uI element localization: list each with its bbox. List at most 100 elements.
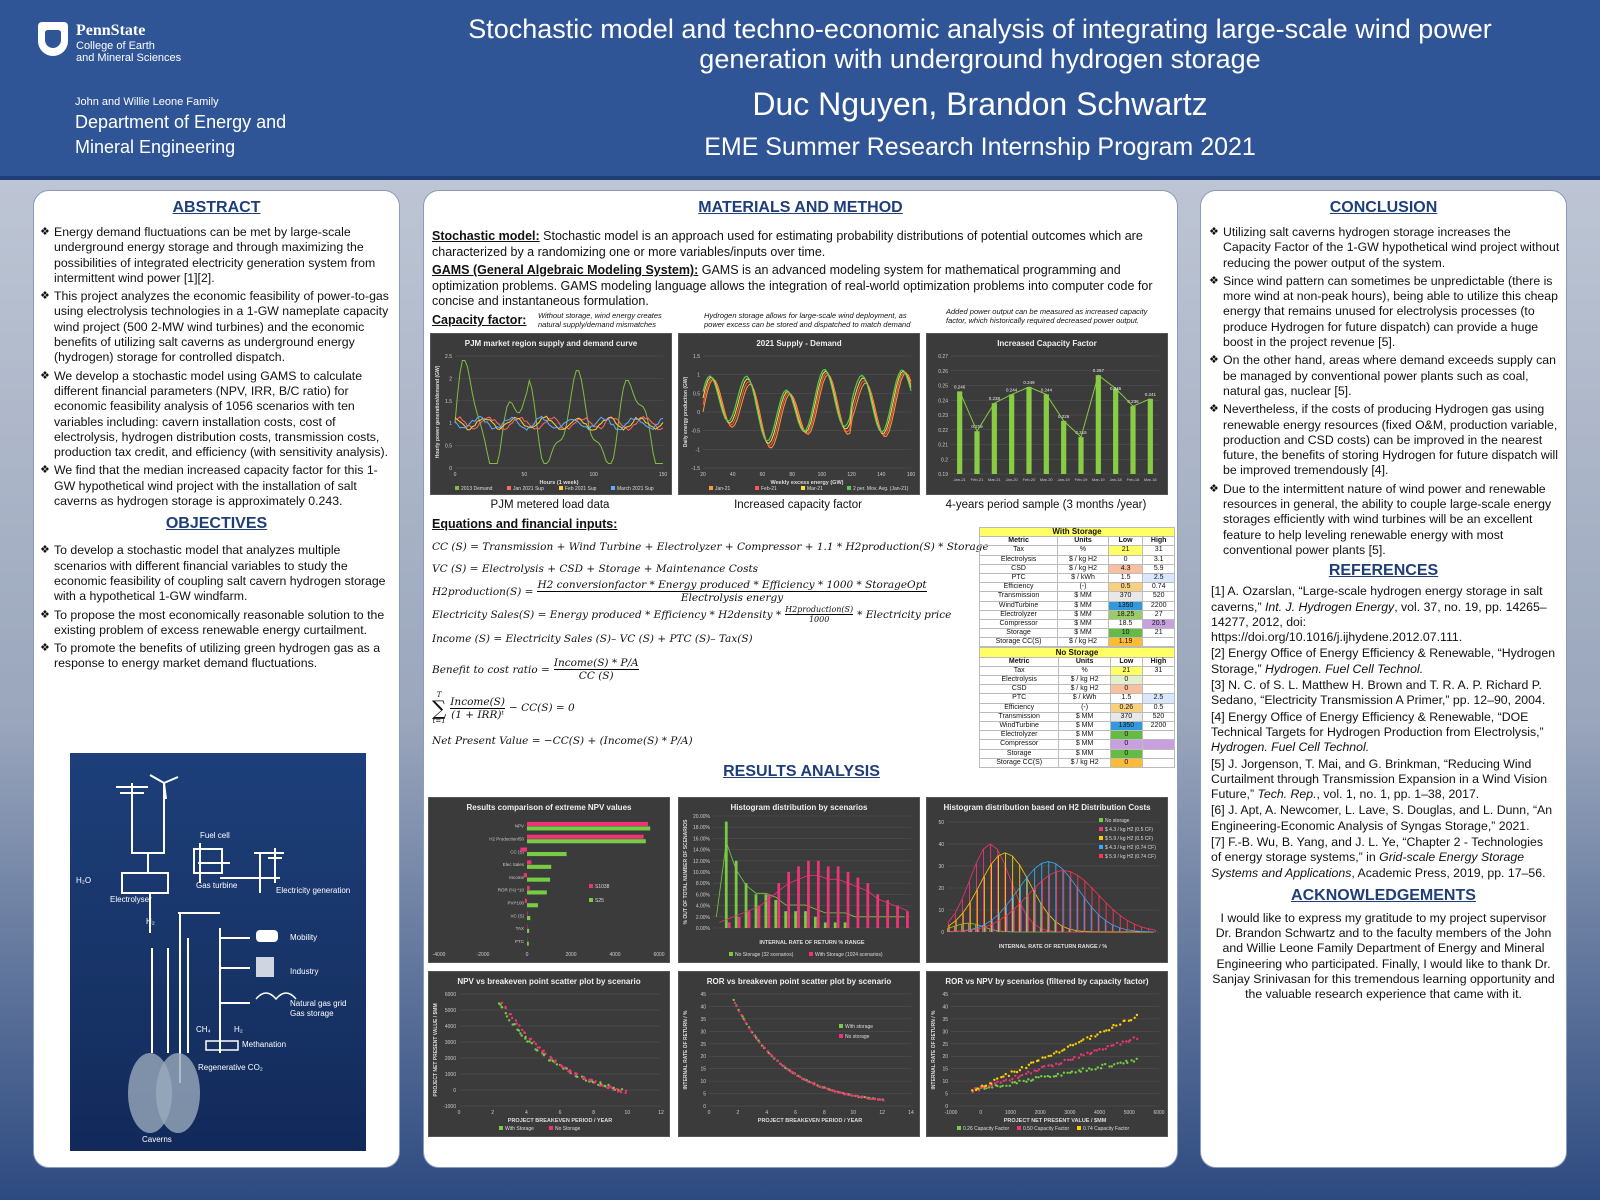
cf-label-wrap: Capacity factor: bbox=[432, 313, 526, 329]
bar bbox=[737, 916, 741, 928]
x-tick-label: 8 bbox=[592, 1110, 595, 1116]
y-tick-label: 2.00% bbox=[696, 915, 711, 921]
x-tick-label: 20 bbox=[700, 472, 706, 478]
equation-npv: Net Present Value = −CC(S) + (Income(S) … bbox=[432, 735, 693, 747]
legend-swatch bbox=[499, 1126, 503, 1130]
scatter-point bbox=[583, 1077, 587, 1080]
bar bbox=[747, 911, 751, 928]
bar bbox=[1018, 899, 1020, 932]
bar bbox=[1119, 927, 1120, 932]
bar bbox=[527, 928, 530, 933]
scatter-point bbox=[882, 1099, 885, 1102]
category-label: TAX bbox=[516, 926, 524, 931]
scatter-point bbox=[1113, 1063, 1116, 1066]
bar bbox=[1055, 863, 1057, 932]
diag-ch4: CH₄ bbox=[196, 1025, 211, 1034]
legend-entry: Jan-21 bbox=[715, 486, 731, 492]
eq-label-wrap: Equations and financial inputs: bbox=[432, 517, 617, 533]
x-tick-label: 3000 bbox=[1064, 1110, 1075, 1116]
scatter-point bbox=[1032, 1061, 1035, 1064]
scatter-point bbox=[1127, 1019, 1131, 1022]
bar bbox=[1069, 877, 1071, 932]
scatter-point bbox=[532, 1040, 536, 1044]
trend-line bbox=[950, 869, 1156, 933]
scatter-point bbox=[1088, 1067, 1091, 1070]
poster-header: PennState College of Earth and Mineral S… bbox=[0, 0, 1600, 180]
bar bbox=[754, 894, 758, 928]
x-tick-label: Mar-21 bbox=[988, 477, 1001, 482]
table-cell: % bbox=[1058, 665, 1111, 677]
scatter-point bbox=[1011, 1081, 1014, 1084]
scatter-point bbox=[517, 1029, 521, 1032]
scatter-point bbox=[826, 1087, 829, 1091]
table-row: Storage CC(S) $ / kg H2 1.19 bbox=[978, 637, 1175, 648]
reference-pre: [4] Energy Office of Energy Efficiency &… bbox=[1211, 709, 1544, 739]
scatter-point bbox=[1044, 1056, 1047, 1059]
scatter-point bbox=[990, 1082, 993, 1085]
scatter-point bbox=[1046, 1074, 1050, 1078]
scatter-point bbox=[1123, 1019, 1126, 1022]
legend-entry: S1038 bbox=[595, 884, 610, 890]
scatter-point bbox=[1099, 1067, 1103, 1070]
reference-pre: [3] N. C. of S. L. Matthew H. Brown and … bbox=[1211, 678, 1546, 708]
scatter-point bbox=[554, 1059, 557, 1062]
scatter-point bbox=[841, 1091, 844, 1095]
scatter-point bbox=[1040, 1065, 1044, 1069]
y-axis-label: % OUT OF TOTAL NUMBER OF SCENARIOS bbox=[683, 819, 689, 925]
scatter-point bbox=[758, 1041, 761, 1044]
reference-item: [6] J. Apt, A. Newcomer, L. Lave, S. Dou… bbox=[1211, 803, 1556, 834]
bar bbox=[527, 839, 646, 844]
eq7-den: (1 + IRR)ᵗ bbox=[451, 708, 505, 721]
scatter-point bbox=[1126, 1061, 1129, 1064]
scatter-point bbox=[1010, 1070, 1013, 1073]
left-panel: ABSTRACT Energy demand fluctuations can … bbox=[33, 190, 400, 1168]
scatter-point bbox=[740, 1013, 743, 1017]
bar bbox=[1033, 890, 1035, 932]
scatter-point bbox=[524, 1035, 527, 1039]
scatter-point bbox=[509, 1013, 512, 1016]
table-row: Storage $ MM 0 bbox=[978, 748, 1176, 759]
bar bbox=[998, 913, 1000, 932]
scatter-point bbox=[1086, 1036, 1089, 1039]
eq3-den: Electrolysis energy bbox=[680, 592, 784, 604]
shield-icon bbox=[38, 22, 68, 56]
equations-label: Equations and financial inputs: bbox=[432, 517, 618, 531]
table-row: CSD $ / kg H2 4.3 5.9 bbox=[978, 563, 1175, 574]
y-tick-label: 45 bbox=[700, 992, 706, 998]
bar bbox=[1155, 930, 1157, 932]
reference-post: , vol. 37, no. 19, pp. 14265–14277, 2012… bbox=[1211, 599, 1547, 645]
bar bbox=[744, 883, 748, 928]
scatter-point bbox=[735, 1004, 738, 1008]
table-cell: $ MM bbox=[1057, 600, 1109, 611]
scatter-point bbox=[1060, 1074, 1063, 1077]
table-col-header: High bbox=[1141, 656, 1176, 667]
y-tick-label: 0 bbox=[449, 466, 452, 472]
scatter-point bbox=[1129, 1039, 1132, 1042]
scatter-point bbox=[1004, 1078, 1008, 1081]
y-tick-label: 0.2 bbox=[941, 457, 948, 463]
scatter-point bbox=[813, 1083, 816, 1086]
x-tick-label: 100 bbox=[589, 472, 598, 478]
table-cell: 0 bbox=[1109, 748, 1143, 759]
caption-1: PJM metered load data bbox=[490, 499, 610, 511]
scatter-point bbox=[526, 1040, 529, 1043]
scatter-point bbox=[854, 1094, 858, 1097]
scatter-point bbox=[1052, 1075, 1056, 1078]
y-tick-label: 0.5 bbox=[693, 391, 700, 397]
bar bbox=[1048, 861, 1050, 932]
authors: Duc Nguyen, Brandon Schwartz bbox=[752, 86, 1208, 122]
scatter-point bbox=[990, 1084, 994, 1087]
legend-entry: 0.26 Capacity Factor bbox=[963, 1126, 1009, 1132]
scatter-point bbox=[514, 1019, 518, 1022]
scatter-point bbox=[733, 1001, 737, 1005]
y-tick-label: 1 bbox=[697, 373, 700, 379]
y-tick-label: 25 bbox=[700, 1042, 706, 1048]
series-line bbox=[454, 415, 664, 431]
table-cell: 0.74 bbox=[1142, 582, 1175, 593]
scatter-point bbox=[809, 1081, 812, 1084]
scatter-point bbox=[1073, 1055, 1076, 1059]
bar bbox=[1005, 906, 1007, 932]
table-cell: Storage CC(S) bbox=[978, 637, 1059, 648]
table-cell: 370 bbox=[1107, 591, 1144, 602]
y-tick-label: -1 bbox=[696, 447, 701, 453]
